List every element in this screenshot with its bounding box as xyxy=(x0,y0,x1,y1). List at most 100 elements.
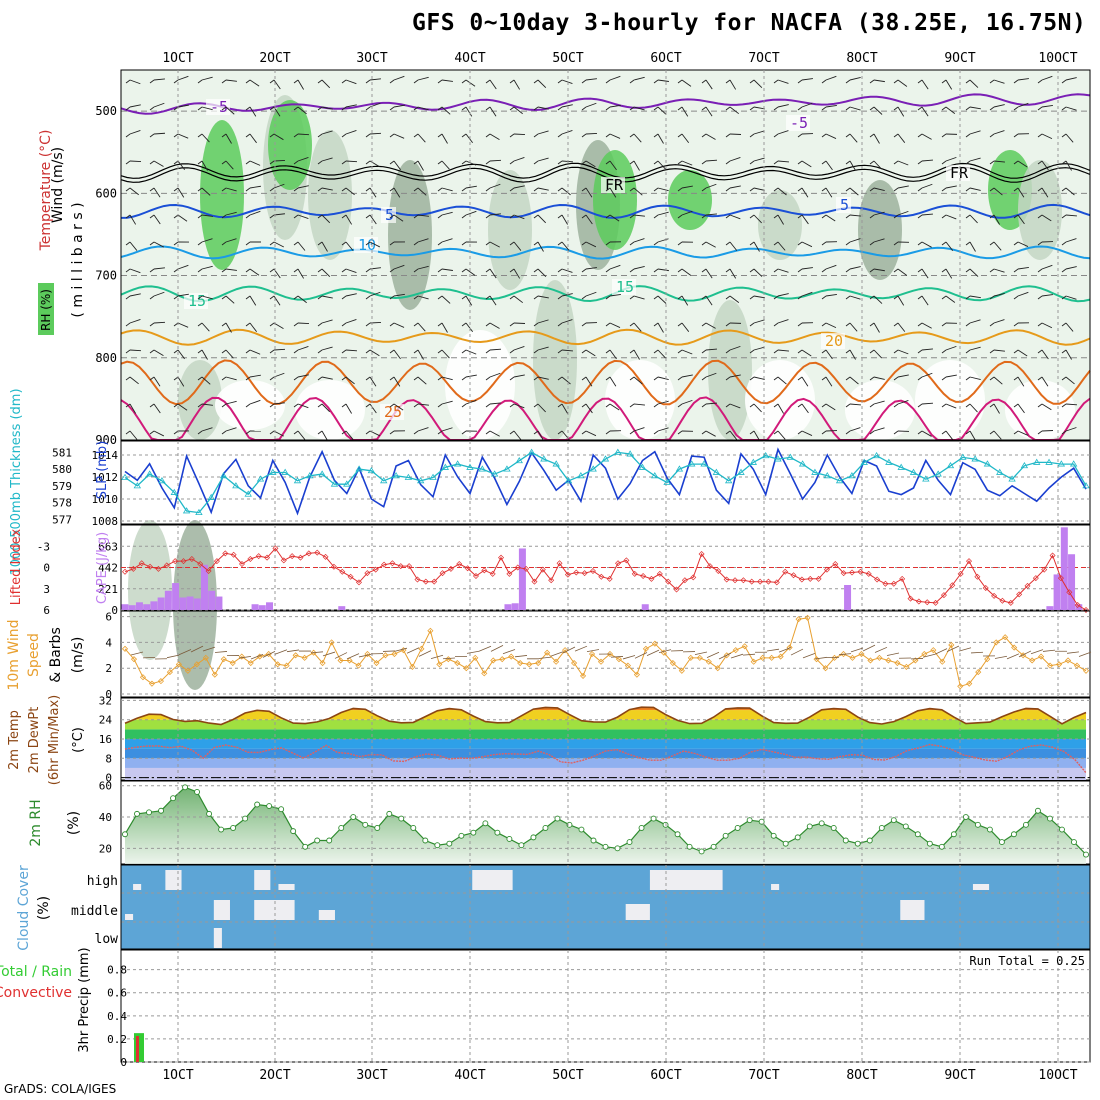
wind-speed-point xyxy=(795,616,802,623)
thickness-point xyxy=(392,472,400,479)
wind-barb xyxy=(585,102,597,108)
wind-barb-flag xyxy=(677,214,683,219)
wind-barb xyxy=(465,133,473,144)
temp-tick-label: 8 xyxy=(105,752,112,765)
wind-barb xyxy=(753,319,765,324)
wind-barb xyxy=(753,106,765,110)
precip-panel-frame xyxy=(120,949,1091,1063)
wind-barb-flag xyxy=(173,187,179,192)
wind-barb-flag xyxy=(869,187,875,192)
wind-barb-flag xyxy=(509,79,515,84)
rh-point xyxy=(422,837,429,844)
wind-barb-flag xyxy=(221,214,227,219)
wind-barb xyxy=(393,264,405,270)
wind-barb xyxy=(537,157,549,162)
wind-barb-flag xyxy=(1061,430,1067,435)
wind-barb xyxy=(705,295,713,306)
wind-barb xyxy=(706,651,720,658)
wind-barb xyxy=(777,214,784,225)
wind-barb-flag xyxy=(845,322,851,327)
lifted-index-point xyxy=(439,570,446,577)
lifted-index-point xyxy=(1057,575,1064,582)
wind-speed-point xyxy=(436,661,443,668)
wind-barb-flag xyxy=(173,214,179,219)
wind-barb xyxy=(369,132,382,135)
wind-barb xyxy=(1041,133,1053,140)
wind-barb xyxy=(214,651,228,653)
wind-barb-flag xyxy=(797,187,803,192)
wind-barb-flag xyxy=(437,79,443,84)
wind-barb xyxy=(513,374,525,378)
wind-barb-flag xyxy=(269,106,275,111)
wind-barb-flag xyxy=(1061,160,1067,165)
wind-barb xyxy=(513,295,524,304)
wind-barb-flag xyxy=(653,79,659,84)
ylabel-rh-unit: (%) xyxy=(66,811,82,835)
lifted-index-point xyxy=(623,557,630,564)
wind-speed-point xyxy=(921,650,928,658)
wind-barb xyxy=(489,106,497,117)
wind-barb xyxy=(897,322,906,332)
wind-barb-flag xyxy=(125,160,131,165)
wind-barb xyxy=(969,106,981,110)
wind-speed-point xyxy=(1002,634,1009,641)
wind-barb-flag xyxy=(917,322,923,327)
lifted-index-point xyxy=(364,570,371,577)
wind-barb xyxy=(777,293,789,297)
wind-barb xyxy=(249,349,261,355)
rh-point xyxy=(158,807,164,814)
wind-barb-flag xyxy=(581,160,587,165)
wind-barb xyxy=(513,345,525,351)
wind-barb-flag xyxy=(437,241,443,246)
wind-barb xyxy=(153,102,165,108)
rh-point xyxy=(434,842,441,849)
wind-barb-flag xyxy=(941,403,947,408)
wind-barb xyxy=(838,653,852,656)
wind-barb xyxy=(441,133,448,144)
wind-barb-flag xyxy=(197,430,203,435)
wind-barb-flag xyxy=(893,430,899,435)
wind-barb-flag xyxy=(293,349,299,354)
wind-barb xyxy=(921,159,933,162)
thickness-tick-label: 581 xyxy=(52,446,72,459)
ylabel-temperature: Temperature (°C) xyxy=(38,130,54,252)
wind-barb xyxy=(934,648,948,655)
wind-barb-flag xyxy=(725,160,731,165)
thickness-point xyxy=(823,472,831,479)
wind-barb xyxy=(993,268,1005,273)
lifted-index-point xyxy=(857,568,864,575)
temp-band xyxy=(125,739,1086,749)
wind-barb-flag xyxy=(365,430,371,435)
wind-barb xyxy=(393,133,405,139)
top-date-label: 7OCT xyxy=(748,51,779,66)
thickness-point xyxy=(1082,482,1090,489)
wind-barb xyxy=(993,104,1005,108)
thickness-point xyxy=(306,472,314,479)
isotherm-20 xyxy=(120,328,1091,346)
wind-barb xyxy=(393,214,404,222)
wind-barb xyxy=(609,187,617,198)
wind-barb-flag xyxy=(1013,403,1019,408)
wind-barb-flag xyxy=(821,160,827,165)
cloud-block-middle xyxy=(625,904,650,920)
wind-barb-flag xyxy=(725,349,731,354)
wind-barb xyxy=(393,187,401,198)
wind-barb xyxy=(129,430,138,440)
cape-bar xyxy=(215,596,223,610)
wind-barb xyxy=(825,349,833,360)
wind-barb-flag xyxy=(293,403,299,408)
rh-point xyxy=(626,839,633,846)
wind-barb-flag xyxy=(1061,241,1067,246)
lifted-index-point xyxy=(765,578,772,585)
wind-barb-flag xyxy=(1013,214,1019,219)
wind-barb xyxy=(1017,403,1025,414)
cape-bar xyxy=(1053,574,1061,610)
rh-point xyxy=(758,818,765,825)
wind-barb xyxy=(921,322,932,329)
wind-barb-flag xyxy=(989,133,995,138)
wind-barb xyxy=(177,75,189,81)
wind-barb xyxy=(777,79,789,84)
lifted-index-point xyxy=(1032,575,1039,582)
thickness-point xyxy=(601,455,610,462)
